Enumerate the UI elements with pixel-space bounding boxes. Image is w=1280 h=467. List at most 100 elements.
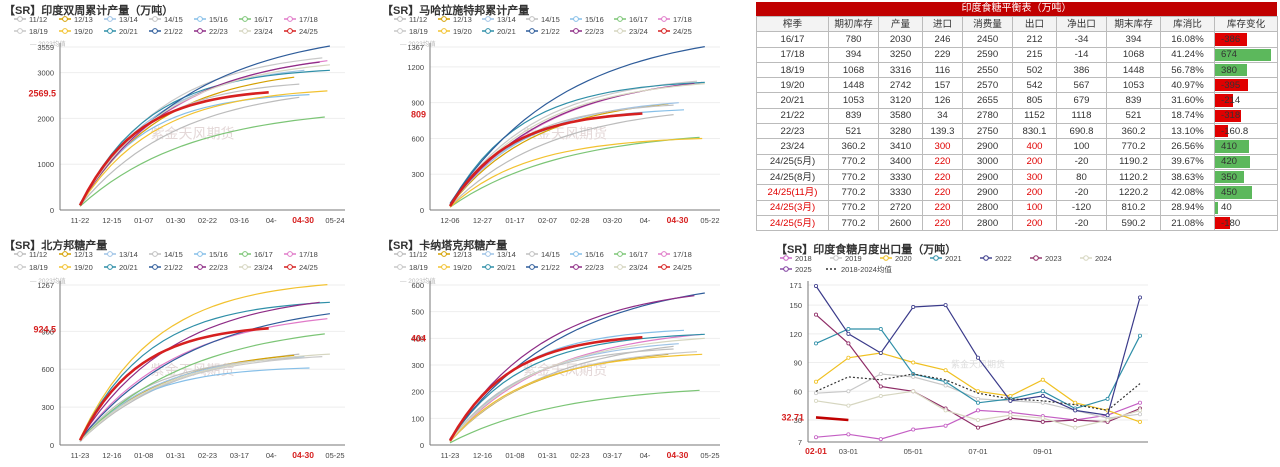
table-cell: 502	[1012, 61, 1057, 79]
series-marker	[846, 327, 851, 332]
stock-change-bar	[1215, 109, 1242, 123]
series-marker	[911, 360, 916, 365]
legend-label: 2019	[845, 254, 862, 263]
y-tick-label: 2000	[37, 114, 54, 123]
stock-change-cell: 380	[1214, 61, 1278, 79]
series-line-21-22	[79, 313, 330, 441]
table-cell: 3330	[878, 184, 923, 201]
series-marker	[911, 305, 916, 310]
x-tick-label: 05-01	[904, 447, 923, 456]
x-tick-label: 07-01	[968, 447, 987, 456]
chart-uttar-pradesh-production: 【SR】北方邦糖产量 11/12 12/13 13/14 14/15 15/16 16/1…	[0, 235, 375, 467]
table-cell: 220	[922, 214, 963, 232]
series-marker	[975, 425, 980, 430]
legend-marker	[661, 28, 667, 34]
y-tick-label: 1267	[37, 281, 54, 290]
legend-marker	[661, 251, 667, 257]
legend-label: 18/19	[409, 263, 428, 272]
series-line-23-24	[79, 353, 330, 442]
legend-label: 22/23	[585, 263, 604, 272]
table-row: 24/25(5月) 770.2 2600 220 2800 200 -20 590.2 21.0…	[756, 214, 1278, 232]
series-marker	[846, 389, 851, 394]
y-tick-label: 90	[794, 359, 802, 368]
series-marker	[846, 432, 851, 437]
x-tick-label: 04-	[266, 451, 277, 460]
x-tick-label: 01-17	[505, 216, 524, 225]
legend-marker	[529, 251, 535, 257]
table-cell: 805	[1012, 92, 1057, 109]
legend-marker	[242, 16, 248, 22]
series-line-21-22	[449, 292, 705, 440]
series-marker	[814, 379, 819, 384]
series-marker	[814, 391, 819, 396]
series-marker	[1137, 295, 1142, 300]
x-tick-label: 12-15	[102, 216, 121, 225]
table-cell: 2750	[962, 123, 1013, 140]
table-cell: 770.2	[828, 199, 879, 216]
series-line-22-23	[79, 301, 320, 440]
legend-label: 13/14	[497, 250, 516, 259]
y-tick-label: 1000	[37, 160, 54, 169]
table-cell: 1448	[1106, 61, 1161, 79]
legend-marker	[62, 264, 68, 270]
column-header: 出口	[1012, 15, 1057, 33]
table-cell: 126	[922, 92, 963, 109]
legend-label: 18/19	[29, 27, 48, 36]
legend-marker	[485, 251, 491, 257]
stock-change-cell: 674	[1214, 46, 1278, 63]
series-line-19-20	[79, 90, 328, 206]
legend-marker	[107, 28, 113, 34]
balance-table: 榨季 期初库存 产量 进口 消费量 出口 净出口 期末库存 库消比 库存变化 16/17 780 20…	[756, 15, 1278, 232]
table-cell: 679	[1056, 92, 1107, 109]
legend-label: 22/23	[209, 27, 228, 36]
legend-label: 24/25	[299, 263, 318, 272]
legend-label: 2025	[795, 265, 812, 274]
series-marker	[943, 408, 948, 413]
table-row: 21/22 839 3580 34 2780 1152 1118 521 18.74% -318	[756, 107, 1278, 125]
series-marker	[878, 350, 883, 355]
table-row: 18/19 1068 3316 116 2550 502 386 1448 56.78% 380	[756, 61, 1278, 79]
table-row: 22/23 521 3280 139.3 2750 830.1 690.8 360.2 13.1…	[756, 123, 1278, 140]
stock-change-label: -386	[1221, 33, 1241, 45]
series-marker	[846, 355, 851, 360]
current-value-label: 2569.5	[28, 88, 56, 98]
x-tick-label: 05-25	[700, 451, 719, 460]
column-header: 期初库存	[828, 15, 879, 33]
x-tick-label: 01-08	[134, 451, 153, 460]
series-marker	[1137, 408, 1142, 413]
series-marker	[943, 383, 948, 388]
table-cell: 770.2	[828, 214, 879, 232]
table-row: 16/17 780 2030 246 2450 212 -34 394 16.08% -386	[756, 31, 1278, 48]
table-cell: 18/19	[756, 61, 829, 79]
legend-label: 15/16	[585, 15, 604, 24]
series-marker	[975, 396, 980, 401]
legend-marker	[441, 264, 447, 270]
legend-label: 20/21	[119, 27, 138, 36]
current-value-label: 32.71	[781, 412, 804, 422]
series-line-24-25	[78, 91, 269, 206]
table-header-row: 榨季 期初库存 产量 进口 消费量 出口 净出口 期末库存 库消比 库存变化	[756, 15, 1278, 33]
series-marker	[1137, 419, 1142, 424]
legend-label: 14/15	[541, 250, 560, 259]
legend-label: 21/22	[541, 27, 560, 36]
legend-label: 23/24	[629, 263, 648, 272]
legend-label: 2021	[945, 254, 962, 263]
chart-india-biweekly-production: 【SR】印度双周累计产量（万吨） 11/12 12/13 13/14 14/15 15/…	[0, 0, 375, 232]
legend-marker	[529, 264, 535, 270]
legend-label: 21/22	[164, 263, 183, 272]
series-line-16-17	[79, 116, 325, 207]
table-cell: -20	[1056, 153, 1107, 170]
table-cell: 2780	[962, 107, 1013, 125]
table-row: 20/21 1053 3120 126 2655 805 679 839 31.60% -214	[756, 92, 1278, 109]
table-cell: 200	[1012, 214, 1057, 232]
x-tick-label: 02-07	[538, 216, 557, 225]
series-line-18-19	[449, 80, 698, 206]
table-row: 24/25(11月) 770.2 3330 220 2900 200 -20 1220.2 42…	[756, 184, 1278, 201]
table-cell: 1068	[1106, 46, 1161, 63]
legend-label: 17/18	[299, 250, 318, 259]
table-cell: 24/25(3月)	[756, 199, 829, 216]
legend-marker	[397, 16, 403, 22]
stock-change-bar	[1215, 140, 1250, 153]
legend-label: 15/16	[585, 250, 604, 259]
table-row: 17/18 394 3250 229 2590 215 -14 1068 41.24% 674	[756, 46, 1278, 63]
